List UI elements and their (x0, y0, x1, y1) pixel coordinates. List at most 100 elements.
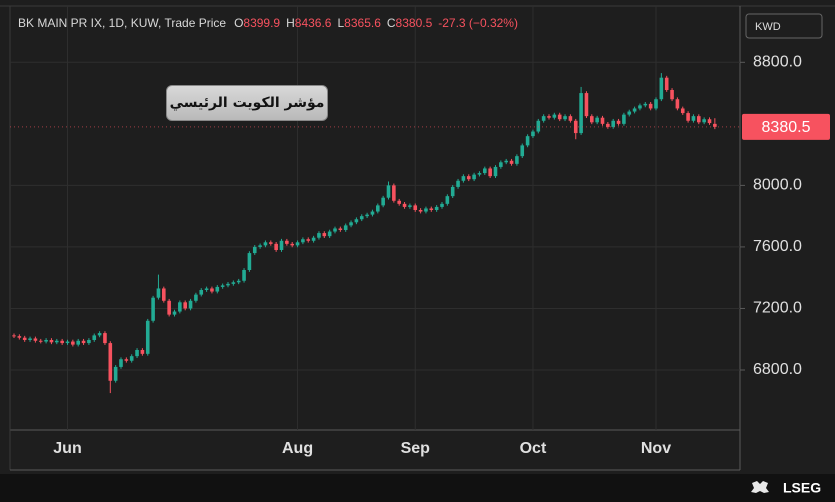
legend-header: BK MAIN PR IX, 1D, KUW, Trade Price O 839… (18, 16, 524, 30)
plot (10, 6, 740, 430)
candle-body (135, 350, 139, 357)
candle-body (343, 225, 348, 230)
candle-body (504, 160, 508, 163)
candle-body (220, 285, 225, 287)
candle-body (338, 228, 343, 230)
candle-body (418, 210, 423, 212)
candle-body (365, 214, 369, 217)
candle-body (450, 186, 455, 197)
candle-body (691, 116, 696, 121)
candle-body (445, 196, 450, 204)
ohlc-value: 8399.9 (243, 16, 281, 30)
candle-body (670, 90, 674, 100)
candle-body (124, 359, 129, 361)
candle-body (509, 160, 514, 164)
candle-body (103, 333, 107, 344)
candle-body (643, 103, 648, 106)
candle-body (600, 117, 605, 124)
candle-body (172, 311, 177, 315)
candle-body (541, 116, 546, 121)
x-tick-label: Aug (282, 440, 313, 457)
candle-body (568, 116, 573, 121)
candle-body (140, 350, 145, 354)
candle-body (333, 228, 337, 232)
candle-body (269, 242, 273, 244)
logo-icon (751, 481, 769, 493)
y-tick-label: 6800.0 (753, 361, 802, 378)
candle-body (71, 341, 75, 345)
candle-body (697, 116, 701, 123)
candle-body (226, 283, 230, 286)
candle-body (76, 340, 80, 345)
candle-body (327, 231, 332, 237)
candle-body (466, 176, 471, 180)
candle-body (392, 185, 396, 201)
candle-body (204, 288, 209, 290)
candle-body (547, 116, 551, 118)
brand: LSEG (783, 480, 821, 496)
candle-body (22, 337, 27, 340)
candle-body (493, 166, 498, 177)
candle-body (60, 340, 64, 344)
candle-body (648, 103, 653, 109)
candle-body (12, 335, 16, 337)
candle-body (28, 338, 32, 340)
candle-body (434, 206, 439, 210)
candle-body (536, 120, 541, 132)
candle-body (606, 123, 610, 127)
candle-body (145, 320, 150, 354)
candle-body (472, 174, 476, 180)
candle-body (632, 108, 637, 112)
candle-body (638, 105, 642, 109)
symbol: BK MAIN PR IX, 1D, KUW, Trade Price (18, 16, 227, 30)
candle-body (258, 245, 262, 247)
candle-body (274, 243, 278, 250)
currency: KWD (755, 21, 781, 33)
ohlc-label: C (386, 16, 396, 30)
candle-body (242, 270, 246, 281)
candle-body (199, 290, 204, 295)
candle-body (231, 282, 236, 284)
candle-body (386, 185, 391, 198)
candle-body (713, 123, 717, 127)
candle-body (156, 288, 161, 298)
candle-body (440, 203, 444, 207)
candle-body (376, 205, 380, 212)
candle-body (113, 366, 118, 381)
ohlc-label: H (286, 16, 295, 30)
candle-body (55, 340, 59, 343)
ohlc-value: 8380.5 (395, 16, 433, 30)
candle-body (520, 145, 525, 157)
candle-body (194, 294, 198, 301)
candle-body (263, 242, 268, 246)
y-tick-label: 7200.0 (753, 300, 802, 317)
candle-body (424, 208, 428, 212)
ohlc-value: 8436.6 (294, 16, 332, 30)
candle-body (461, 176, 466, 181)
candle-body (108, 343, 113, 381)
candle-body (686, 113, 690, 121)
last-price-box (742, 113, 830, 140)
y-tick-label: 8800.0 (753, 54, 802, 71)
candle-body (49, 340, 54, 343)
last-price-label: 8380.5 (762, 119, 811, 136)
candle-body (590, 116, 594, 123)
candle-body (675, 99, 680, 109)
candle-body (557, 114, 562, 120)
candle-body (483, 168, 487, 174)
ohlc-label: O (234, 16, 244, 30)
candle-body (44, 340, 48, 342)
candle-body (397, 200, 401, 204)
candle-body (279, 240, 284, 250)
candle-body (488, 168, 492, 177)
candle-body (595, 117, 599, 123)
currency-box (745, 13, 823, 39)
candle-body (285, 240, 289, 244)
candle-body (210, 288, 214, 292)
candle-body (627, 111, 632, 115)
candle-body (563, 116, 567, 120)
candle-body (151, 297, 155, 321)
candle-body (370, 211, 375, 215)
brand-logo: LSEG (751, 480, 821, 496)
